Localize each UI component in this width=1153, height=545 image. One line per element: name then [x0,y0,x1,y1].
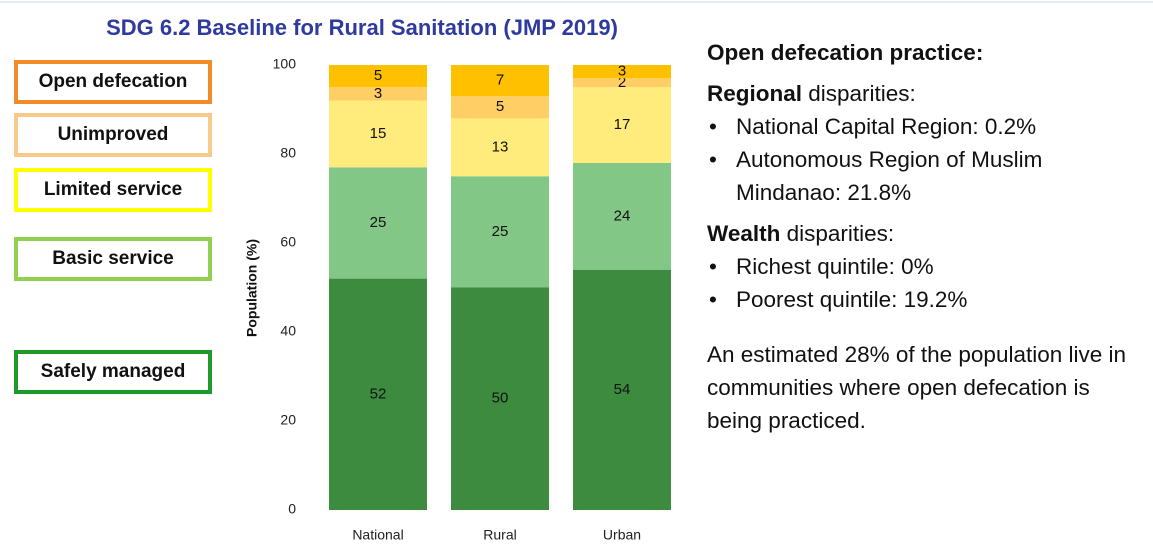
y-tick-label: 20 [280,412,296,428]
bar-segment [573,162,671,270]
section: Wealth disparities:Richest quintile: 0%P… [707,217,1147,316]
bar-segment [329,167,427,279]
text-panel: Open defecation practice: Regional dispa… [707,36,1147,437]
y-tick-label: 40 [280,323,296,339]
legend-entry: Safely managed [14,350,212,394]
bullet: Autonomous Region of Muslim Mindanao: 21… [707,143,1147,209]
x-tick-label: Rural [483,527,516,543]
data-label: 2 [618,74,626,91]
data-label: 50 [492,390,509,407]
bar-segment [451,65,549,97]
bar-segment [451,176,549,288]
panel-heading: Open defecation practice: [707,40,984,65]
x-tick-label: Urban [603,527,641,543]
panel-footer: An estimated 28% of the population live … [707,342,1127,433]
bullet: Richest quintile: 0% [707,250,1147,283]
data-label: 54 [614,381,631,398]
bar-segment [573,65,671,79]
bar-segment [573,87,671,163]
chart-title: SDG 6.2 Baseline for Rural Sanitation (J… [106,15,618,40]
bar-segment [329,87,427,101]
bar-segment [329,278,427,510]
bar-segment [329,100,427,168]
bullet-list: National Capital Region: 0.2%Autonomous … [707,110,1147,209]
data-label: 17 [614,116,631,133]
section: Regional disparities:National Capital Re… [707,77,1147,209]
sections: Regional disparities:National Capital Re… [707,77,1147,316]
data-label: 24 [614,207,631,224]
bar-segment [329,65,427,88]
y-tick-label: 60 [280,234,296,250]
x-tick-label: National [352,527,403,543]
section-heading: Regional disparities: [707,77,1147,110]
data-label: 15 [370,125,387,142]
data-label: 5 [374,67,382,84]
data-label: 13 [492,138,509,155]
data-label: 52 [370,385,387,402]
bullet: Poorest quintile: 19.2% [707,283,1147,316]
section-rest: disparities: [802,81,916,106]
section-bold: Wealth [707,221,781,246]
section-rest: disparities: [780,221,895,246]
data-label: 25 [492,223,509,240]
bar-segment [451,96,549,119]
legend-entry: Limited service [14,168,212,212]
legend-entry: Unimproved [14,113,212,157]
data-label: 7 [496,72,504,89]
bar-segment [573,269,671,510]
bullet: National Capital Region: 0.2% [707,110,1147,143]
legend-entry: Open defecation [14,60,212,104]
y-tick-label: 0 [288,501,296,517]
bar-segment [573,78,671,88]
bar-segment [451,118,549,177]
data-label: 3 [374,85,382,102]
data-label: 3 [618,63,626,80]
section-heading: Wealth disparities: [707,217,1147,250]
legend-entry: Basic service [14,237,212,281]
data-label: 25 [370,214,387,231]
y-axis-label: Population (%) [244,239,260,337]
y-tick-label: 80 [280,145,296,161]
data-label: 5 [496,98,504,115]
y-tick-label: 100 [273,56,297,72]
bullet-list: Richest quintile: 0%Poorest quintile: 19… [707,250,1147,316]
bar-segment [451,287,549,510]
section-bold: Regional [707,81,803,106]
